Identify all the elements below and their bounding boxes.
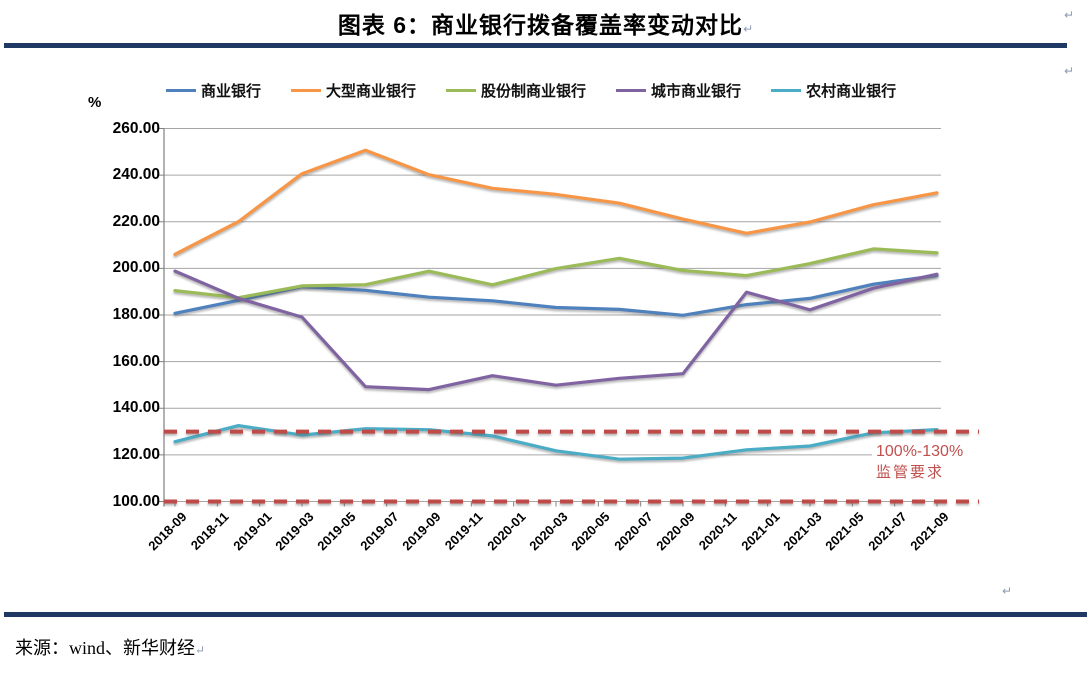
legend-item-city-commercial-banks: 城市商业银行	[616, 80, 741, 101]
source-note: 来源：wind、新华财经↵	[15, 634, 205, 660]
legend-line-swatch	[446, 88, 477, 93]
legend-label: 城市商业银行	[651, 83, 742, 100]
y-axis-tick-label: 200.00	[112, 259, 160, 277]
legend-label: 商业银行	[201, 83, 262, 100]
annotation-label-text: 监管要求	[876, 464, 945, 481]
legend-line-swatch	[166, 88, 196, 93]
series-line-2	[173, 247, 939, 300]
legend-item-large-commercial-banks: 大型商业银行	[291, 80, 416, 101]
source-note-text: 来源：wind、新华财经	[15, 638, 195, 658]
paragraph-mark: ↵	[1064, 64, 1075, 78]
y-axis-tick-label: 220.00	[112, 212, 160, 230]
legend-label: 大型商业银行	[326, 83, 417, 100]
series-line-3	[173, 269, 939, 392]
horizontal-rule-top	[4, 43, 1067, 48]
legend-label: 农村商业银行	[806, 83, 897, 100]
chart-legend: 商业银行 大型商业银行 股份制商业银行 城市商业银行 农村商业银行	[166, 80, 896, 101]
y-axis-tick-label: 140.00	[112, 399, 160, 417]
y-axis-tick-label: 160.00	[112, 352, 160, 370]
paragraph-mark: ↵	[743, 22, 754, 36]
y-axis-tick-label: 260.00	[112, 119, 160, 137]
y-axis-unit-label: %	[88, 94, 102, 111]
paragraph-mark: ↵	[1064, 8, 1075, 22]
legend-label: 股份制商业银行	[481, 83, 587, 100]
paragraph-mark: ↵	[1002, 584, 1013, 598]
legend-item-rural-commercial-banks: 农村商业银行	[771, 80, 896, 101]
annotation-range-text: 100%-130%	[876, 443, 964, 460]
chart-title-text: 图表 6：商业银行拨备覆盖率变动对比	[337, 12, 744, 38]
regulatory-requirement-annotation: 100%-130% 监管要求	[876, 441, 963, 483]
series-line-4	[173, 424, 939, 461]
legend-line-swatch	[771, 88, 802, 93]
legend-line-swatch	[291, 88, 322, 93]
legend-item-joint-stock-banks: 股份制商业银行	[446, 80, 586, 101]
annotation-background	[872, 440, 980, 488]
legend-item-commercial-banks: 商业银行	[166, 80, 261, 101]
legend-line-swatch	[616, 88, 647, 93]
y-axis-tick-label: 100.00	[112, 492, 160, 510]
y-axis-tick-label: 180.00	[112, 306, 160, 323]
series-line-1	[173, 148, 939, 256]
y-axis-tick-label: 120.00	[112, 445, 160, 463]
paragraph-mark: ↵	[195, 643, 206, 657]
chart-title: 图表 6：商业银行拨备覆盖率变动对比↵	[0, 6, 1091, 40]
series-line-0	[173, 273, 939, 317]
y-axis-tick-label: 240.00	[112, 166, 160, 184]
horizontal-rule-bottom	[4, 612, 1087, 617]
